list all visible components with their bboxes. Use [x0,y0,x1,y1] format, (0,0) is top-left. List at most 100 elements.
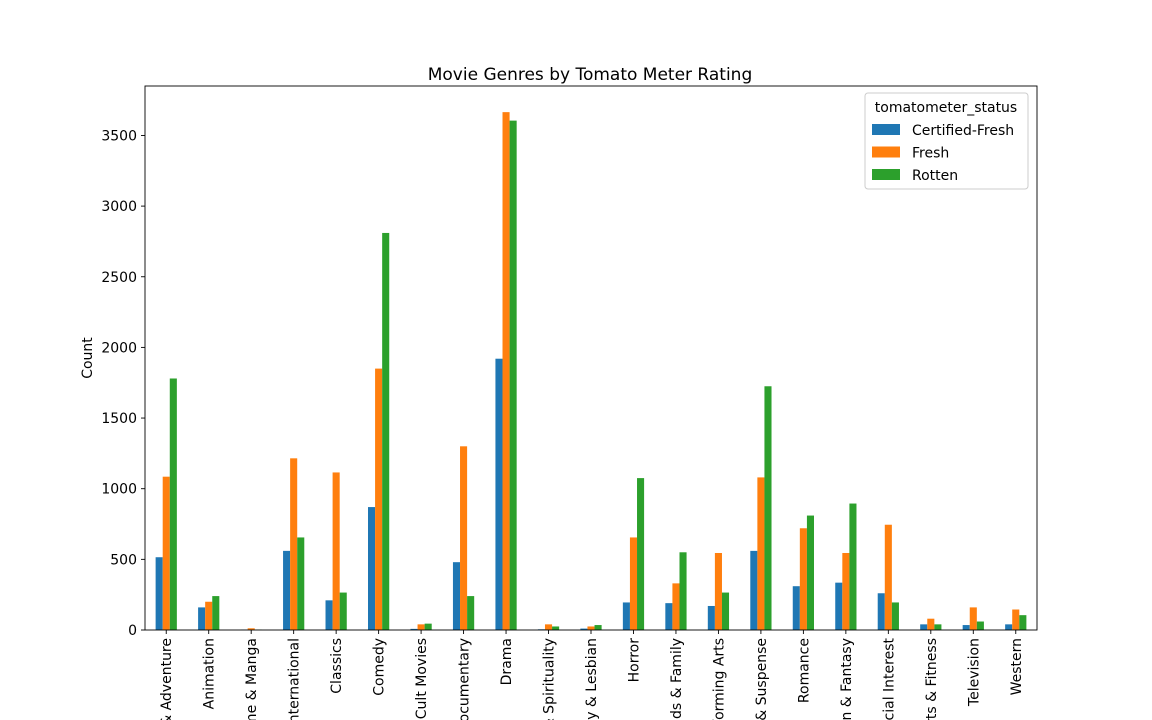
bar-fresh-6 [417,624,425,630]
legend-label-rotten: Rotten [912,168,958,184]
bar-certified-fresh-13 [707,605,715,630]
bar-rotten-8 [509,120,517,631]
bar-fresh-0 [162,476,170,630]
x-tick-label-11: Horror [626,638,642,683]
bar-fresh-5 [375,368,383,630]
bar-fresh-11 [629,537,638,630]
bar-fresh-8 [502,112,510,630]
bar-rotten-20 [1019,615,1027,630]
bar-fresh-14 [757,477,765,630]
x-tick-label-20: Western [1009,638,1025,695]
legend: tomatometer_status Certified-Fresh Fresh Ro… [864,92,1029,190]
bar-rotten-10 [594,625,602,630]
legend-label-fresh: Fresh [912,146,949,162]
bar-rotten-12 [679,552,687,630]
bar-rotten-13 [721,592,730,630]
bar-certified-fresh-0 [155,557,163,630]
y-tick-label-1: 500 [110,552,137,568]
bar-rotten-16 [849,503,857,630]
bar-certified-fresh-6 [410,628,418,630]
y-tick-label-4: 2000 [101,340,137,356]
bar-fresh-7 [460,446,468,630]
bar-certified-fresh-18 [920,624,928,630]
x-tick-label-8: Drama [499,638,515,685]
bar-certified-fresh-15 [792,586,800,630]
bar-certified-fresh-1 [198,607,206,630]
bar-certified-fresh-8 [495,358,503,630]
bar-rotten-18 [934,624,942,630]
bar-certified-fresh-10 [580,628,588,630]
x-tick-label-3: Art House & International [287,638,303,720]
x-tick-label-9: Faith & Spirituality [542,638,558,720]
bar-fresh-19 [969,607,977,630]
bar-certified-fresh-4 [325,600,333,630]
x-tick-label-2: Anime & Manga [244,638,260,720]
x-tick-label-17: Special Interest [881,637,897,720]
bar-rotten-0 [169,378,177,630]
legend-title: tomatometer_status [875,100,1017,116]
bar-fresh-4 [332,472,340,630]
chart-title: Movie Genres by Tomato Meter Rating [428,65,753,85]
y-axis-label: Count [80,337,96,379]
bar-rotten-6 [424,623,432,630]
legend-swatch-rotten [872,169,900,180]
bar-rotten-9 [552,626,560,630]
bar-certified-fresh-16 [835,582,843,630]
bar-fresh-16 [842,552,850,630]
bar-rotten-11 [637,478,645,630]
x-tick-label-4: Classics [329,638,345,694]
bar-fresh-3 [290,458,298,630]
bar-fresh-9 [544,624,553,630]
x-tick-label-19: Television [966,638,982,707]
bar-fresh-17 [884,524,892,630]
bar-fresh-13 [714,552,722,630]
bar-fresh-12 [672,583,680,630]
legend-box [864,92,1029,190]
bar-rotten-19 [976,621,984,630]
bar-rotten-3 [297,537,305,630]
y-tick-label-7: 3500 [101,128,137,144]
bar-fresh-20 [1012,609,1020,630]
bar-certified-fresh-12 [665,603,673,630]
x-tick-label-6: Cult Movies [414,638,430,719]
y-tick-label-6: 3000 [101,199,137,215]
bar-fresh-15 [799,528,807,630]
x-tick-label-5: Comedy [372,638,388,696]
bar-fresh-2 [247,628,255,630]
x-tick-label-18: Sports & Fitness [924,638,940,720]
bar-rotten-5 [382,232,390,630]
x-tick-label-7: Documentary [457,638,473,720]
bar-rotten-4 [339,592,347,630]
bar-certified-fresh-20 [1005,624,1013,630]
bar-certified-fresh-3 [283,550,291,630]
x-tick-label-10: Gay & Lesbian [584,638,600,720]
y-tick-label-3: 1500 [101,411,137,427]
x-tick-label-14: Mystery & Suspense [754,638,770,720]
bar-certified-fresh-11 [622,602,630,630]
x-tick-label-16: Science Fiction & Fantasy [839,638,855,720]
x-tick-label-15: Romance [796,638,812,703]
bar-fresh-18 [927,618,935,630]
bar-fresh-10 [587,626,595,630]
bar-certified-fresh-17 [877,593,885,630]
bar-rotten-7 [467,596,475,630]
legend-label-certified-fresh: Certified-Fresh [912,123,1014,139]
y-tick-label-2: 1000 [101,482,137,498]
x-tick-label-12: Kids & Family [669,638,685,720]
bar-certified-fresh-7 [452,562,461,630]
bar-fresh-1 [205,601,213,630]
x-tick-label-0: Action & Adventure [159,638,175,720]
y-tick-label-0: 0 [128,623,137,639]
plot-area: 0 500 1000 1500 2000 2500 3000 3500 Action & Adv… [101,85,1038,720]
legend-swatch-fresh [872,146,900,158]
bar-rotten-14 [764,386,772,630]
bar-certified-fresh-14 [750,550,758,630]
bar-rotten-1 [212,596,220,630]
y-tick-label-5: 2500 [101,270,137,286]
x-tick-label-13: Musical & Performing Arts [711,638,727,720]
x-tick-label-1: Animation [202,638,218,709]
bar-rotten-15 [806,515,814,630]
bar-rotten-17 [891,602,899,630]
bar-certified-fresh-5 [368,507,376,630]
